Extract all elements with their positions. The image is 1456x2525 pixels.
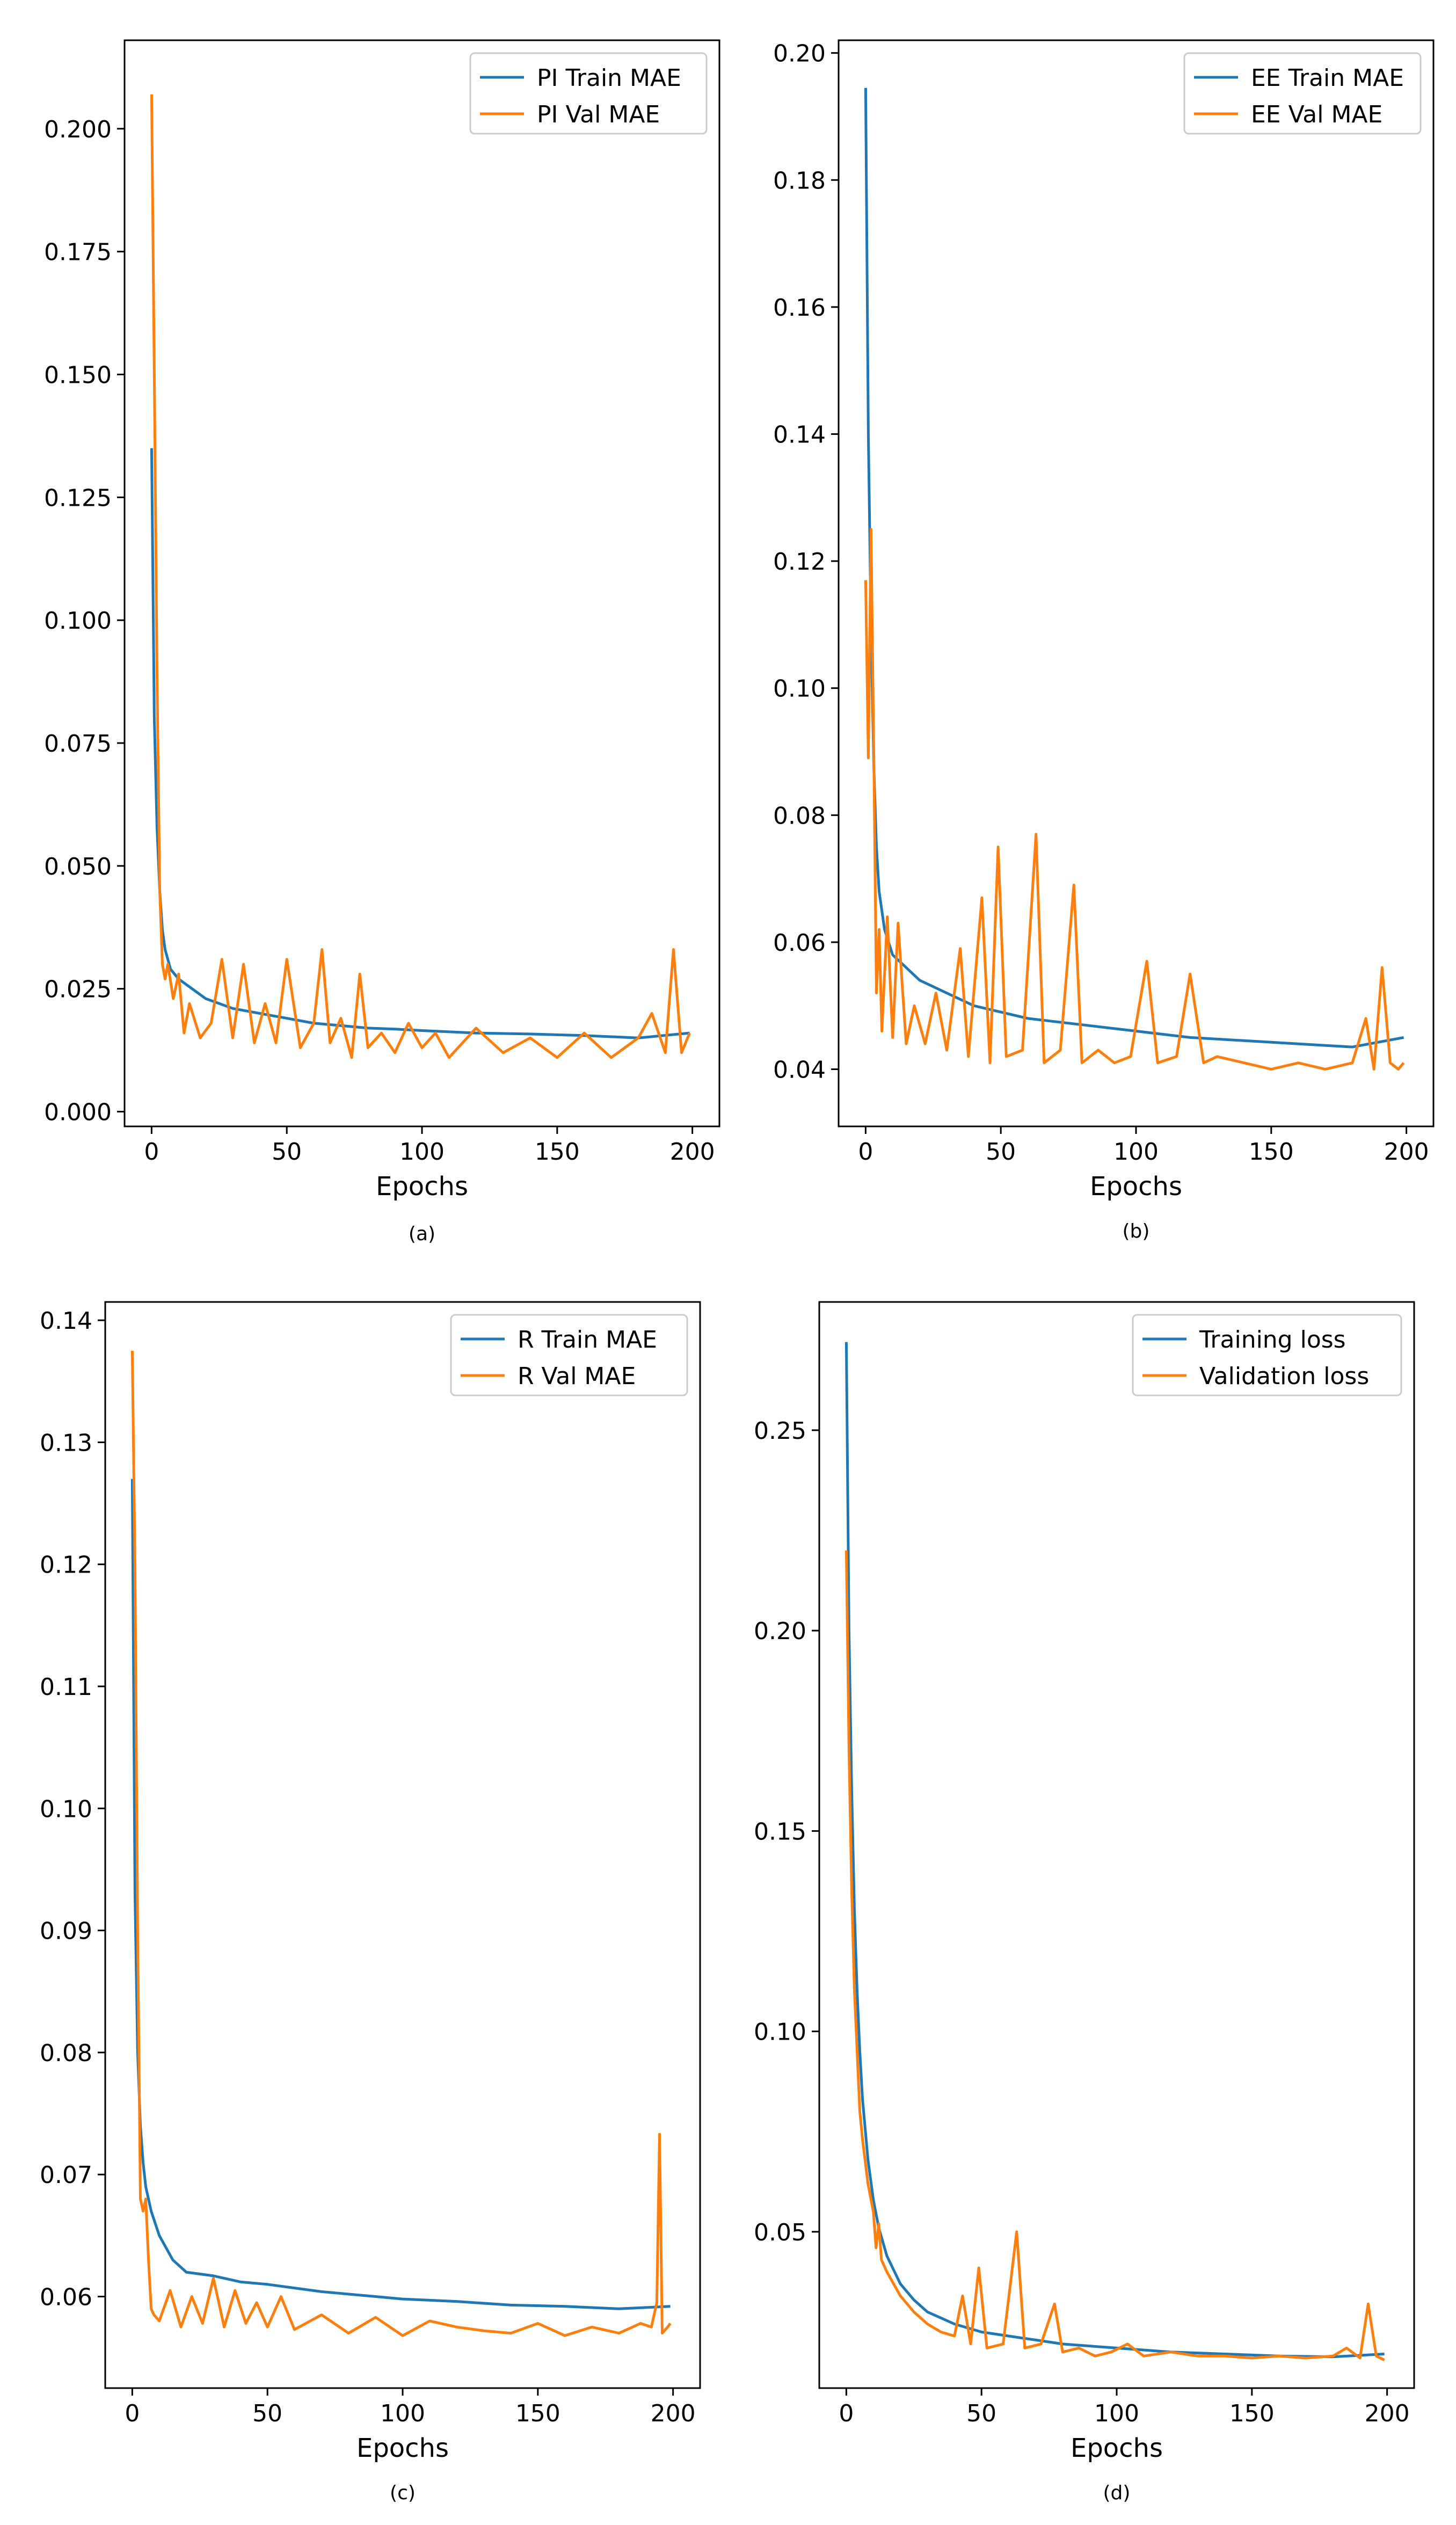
x-tick-label: 150 [1249, 1138, 1294, 1166]
legend: PI Train MAE PI Val MAE [469, 52, 708, 135]
panel-caption: (a) [409, 1223, 435, 1245]
y-tick-label: 0.14 [773, 421, 826, 448]
series-line-val-d [845, 1550, 1385, 2361]
series-line-train-d [845, 1342, 1385, 2359]
x-axis-label: Epochs [356, 2433, 449, 2463]
axes-frame-a [123, 39, 720, 1127]
x-tick-label: 50 [272, 1138, 302, 1166]
y-tick-label: 0.04 [773, 1057, 826, 1084]
x-tick-label: 100 [1094, 2400, 1139, 2427]
x-tick-label: 150 [515, 2400, 560, 2427]
x-axis-label: Epochs [376, 1171, 468, 1202]
legend: EE Train MAE EE Val MAE [1183, 52, 1422, 135]
legend-label: R Val MAE [518, 1363, 636, 1390]
y-tick-label: 0.15 [754, 1818, 806, 1845]
x-tick-label: 0 [858, 1138, 873, 1166]
chart-panel-c: 0 50 100 150 200 0.06 0.07 0.08 0.09 0.10 0.11 0.12… [40, 1301, 701, 2504]
legend-box [469, 52, 708, 135]
plot-area [845, 1342, 1385, 2361]
y-tick-label: 0.25 [754, 1417, 806, 1445]
legend: R Train MAE R Val MAE [450, 1314, 688, 1396]
series-line-train-b [864, 88, 1404, 1049]
chart-panel-a: 0 50 100 150 200 0.000 0.025 0.050 0.075 0.100 0.1… [44, 39, 720, 1245]
series-line-val-c [130, 1350, 672, 2337]
series-line-train-a [150, 448, 690, 1039]
x-tick-label: 150 [1229, 2400, 1275, 2427]
x-tick-label: 0 [144, 1138, 159, 1166]
y-tick-label: 0.050 [44, 853, 112, 881]
series-line-train-c [130, 1479, 671, 2310]
y-tick-label: 0.12 [40, 1552, 92, 1579]
legend-label: EE Train MAE [1251, 64, 1404, 92]
y-tick-label: 0.075 [44, 730, 112, 758]
x-tick-label: 200 [1384, 1138, 1429, 1166]
y-tick-label: 0.025 [44, 976, 112, 1003]
x-tick-label: 0 [125, 2400, 140, 2427]
chart-panel-d: 0 50 100 150 200 0.05 0.10 0.15 0.20 0.25 Epochs (d… [754, 1301, 1415, 2504]
x-tick-label: 50 [966, 2400, 996, 2427]
x-tick-label: 100 [399, 1138, 445, 1166]
y-tick-label: 0.175 [44, 239, 112, 266]
axes-frame-d [818, 1301, 1415, 2389]
y-tick-label: 0.08 [40, 2040, 92, 2067]
y-tick-label: 0.10 [40, 1795, 92, 1823]
legend: Training loss Validation loss [1132, 1314, 1402, 1396]
series-line-val-a [150, 94, 691, 1059]
y-tick-label: 0.08 [773, 802, 826, 829]
legend-box [450, 1314, 688, 1396]
y-tick-label: 0.06 [40, 2284, 92, 2311]
y-tick-label: 0.09 [40, 1918, 92, 1945]
legend-label: PI Train MAE [537, 64, 681, 92]
y-tick-label: 0.07 [40, 2162, 92, 2189]
y-tick-label: 0.000 [44, 1099, 112, 1126]
x-tick-label: 100 [1113, 1138, 1159, 1166]
x-tick-label: 0 [839, 2400, 854, 2427]
legend-label: Training loss [1199, 1326, 1346, 1354]
axes-frame-b [838, 39, 1435, 1127]
chart-panel-b: 0 50 100 150 200 0.04 0.06 0.08 0.10 0.12 0.14 0.16… [773, 39, 1435, 1242]
panel-caption: (b) [1123, 1220, 1150, 1242]
x-tick-label: 200 [1365, 2400, 1410, 2427]
x-tick-label: 100 [380, 2400, 425, 2427]
y-tick-label: 0.20 [773, 40, 826, 68]
y-tick-label: 0.10 [773, 675, 826, 703]
legend-label: PI Val MAE [537, 101, 660, 128]
plot-area [130, 1350, 672, 2337]
y-tick-label: 0.200 [44, 116, 112, 143]
panel-caption: (c) [390, 2482, 416, 2504]
plot-area [150, 94, 691, 1059]
y-tick-label: 0.18 [773, 167, 826, 194]
y-tick-label: 0.12 [773, 548, 826, 576]
x-axis-label: Epochs [1071, 2433, 1163, 2463]
x-axis-label: Epochs [1090, 1171, 1182, 1202]
series-line-val-b [864, 528, 1405, 1071]
legend-box [1132, 1314, 1402, 1396]
x-tick-label: 50 [252, 2400, 282, 2427]
y-tick-label: 0.11 [40, 1673, 92, 1701]
y-tick-label: 0.14 [40, 1307, 92, 1335]
y-tick-label: 0.100 [44, 607, 112, 635]
x-tick-label: 200 [651, 2400, 696, 2427]
x-tick-label: 200 [670, 1138, 715, 1166]
y-tick-label: 0.13 [40, 1429, 92, 1457]
y-tick-label: 0.05 [754, 2219, 806, 2246]
plot-area [864, 88, 1405, 1071]
y-tick-label: 0.125 [44, 484, 112, 512]
legend-box [1183, 52, 1422, 135]
legend-label: Validation loss [1199, 1363, 1369, 1390]
panel-caption: (d) [1103, 2482, 1131, 2504]
legend-label: R Train MAE [518, 1326, 657, 1354]
y-tick-label: 0.20 [754, 1618, 806, 1645]
x-tick-label: 50 [986, 1138, 1016, 1166]
y-tick-label: 0.06 [773, 929, 826, 957]
x-tick-label: 150 [535, 1138, 580, 1166]
y-tick-label: 0.10 [754, 2019, 806, 2046]
y-tick-label: 0.16 [773, 294, 826, 322]
axes-frame-c [104, 1301, 701, 2389]
legend-label: EE Val MAE [1251, 101, 1382, 128]
y-tick-label: 0.150 [44, 361, 112, 389]
